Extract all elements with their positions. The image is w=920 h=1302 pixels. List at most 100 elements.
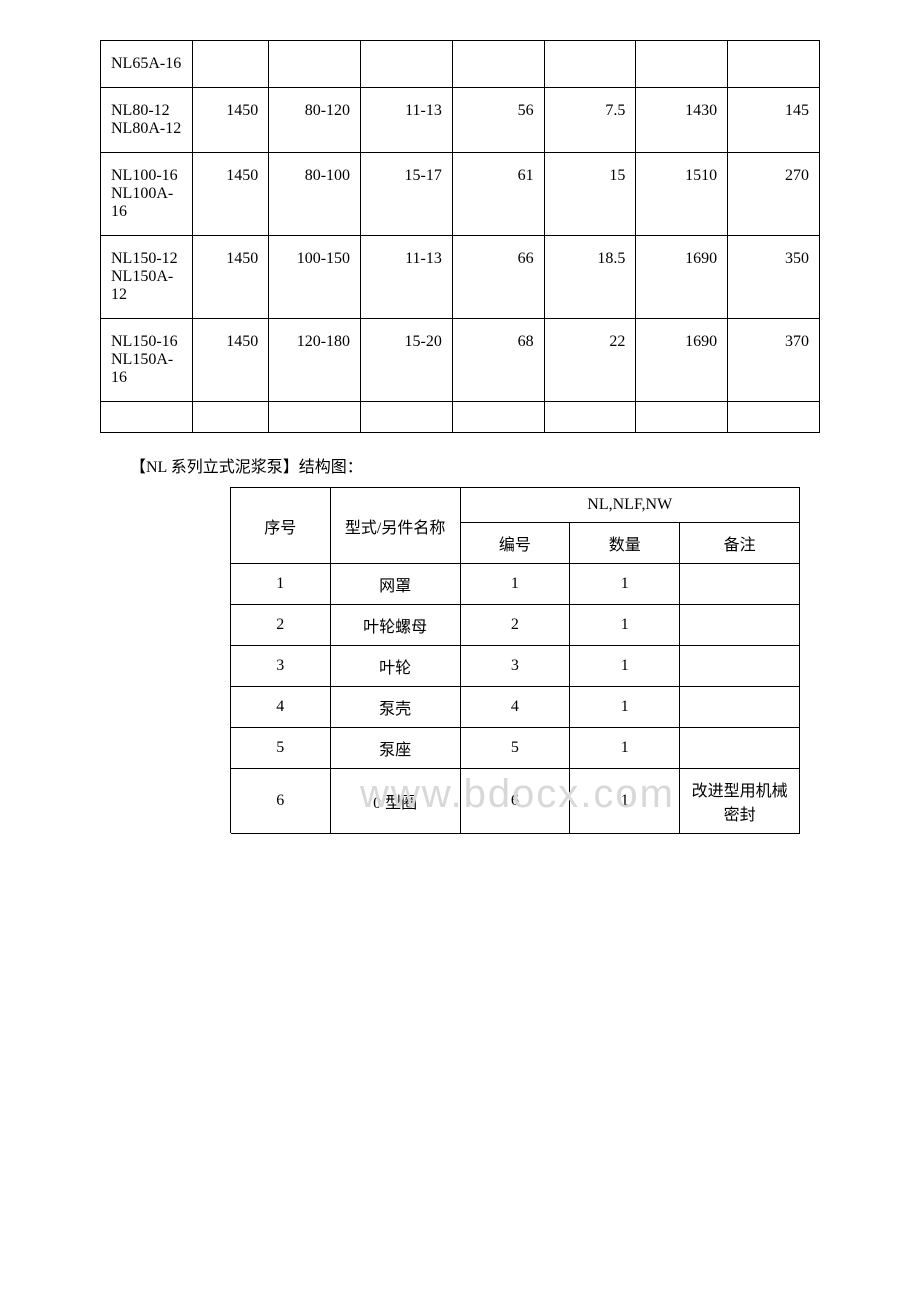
cell: 270 [728, 153, 820, 236]
cell-remark: 改进型用机械密封 [680, 769, 800, 834]
cell [101, 402, 193, 433]
cell-num: 1 [460, 564, 570, 605]
cell: 1450 [192, 236, 268, 319]
cell: 11-13 [361, 236, 453, 319]
cell [452, 41, 544, 88]
cell: 1510 [636, 153, 728, 236]
cell-num: 2 [460, 605, 570, 646]
cell: 1450 [192, 88, 268, 153]
cell-qty: 1 [570, 605, 680, 646]
cell [269, 41, 361, 88]
cell-qty: 1 [570, 687, 680, 728]
cell-seq: 5 [230, 728, 330, 769]
cell-qty: 1 [570, 769, 680, 834]
cell: 15 [544, 153, 636, 236]
cell [361, 402, 453, 433]
model-cell: NL150-16 NL150A-16 [101, 319, 193, 402]
cell: 56 [452, 88, 544, 153]
cell-name: 网罩 [330, 564, 460, 605]
cell-qty: 1 [570, 728, 680, 769]
model-cell: NL150-12 NL150A-12 [101, 236, 193, 319]
spec-table: NL65A-16 NL80-12 NL80A-12 1450 80-120 11… [100, 40, 820, 433]
parts-table: 序号 型式/另件名称 NL,NLF,NW 编号 数量 备注 1 网罩 1 1 2… [160, 487, 800, 834]
cell-remark [680, 564, 800, 605]
cell-num: 6 [460, 769, 570, 834]
cell-name: 叶轮螺母 [330, 605, 460, 646]
cell: 15-17 [361, 153, 453, 236]
cell: 80-100 [269, 153, 361, 236]
cell [636, 402, 728, 433]
cell [361, 41, 453, 88]
cell [544, 41, 636, 88]
cell [636, 41, 728, 88]
cell [192, 41, 268, 88]
cell: 66 [452, 236, 544, 319]
cell-seq: 6 [230, 769, 330, 834]
col-remark: 备注 [680, 523, 800, 564]
cell: 120-180 [269, 319, 361, 402]
table-row: 6 0 型圈 6 1 改进型用机械密封 [161, 769, 800, 834]
cell: 370 [728, 319, 820, 402]
table-header-row: 序号 型式/另件名称 NL,NLF,NW [161, 488, 800, 523]
cell-num: 5 [460, 728, 570, 769]
cell-seq: 4 [230, 687, 330, 728]
cell-num: 3 [460, 646, 570, 687]
cell: 100-150 [269, 236, 361, 319]
cell-remark [680, 605, 800, 646]
cell [728, 402, 820, 433]
table-row: NL100-16 NL100A-16 1450 80-100 15-17 61 … [101, 153, 820, 236]
cell-seq: 1 [230, 564, 330, 605]
cell-seq: 2 [230, 605, 330, 646]
col-seq: 序号 [230, 488, 330, 564]
empty-leading-cell [161, 488, 231, 834]
cell: 1430 [636, 88, 728, 153]
model-cell: NL100-16 NL100A-16 [101, 153, 193, 236]
cell: 61 [452, 153, 544, 236]
table-row: NL150-12 NL150A-12 1450 100-150 11-13 66… [101, 236, 820, 319]
cell [728, 41, 820, 88]
cell: 18.5 [544, 236, 636, 319]
cell: 68 [452, 319, 544, 402]
cell-num: 4 [460, 687, 570, 728]
structure-caption: 【NL 系列立式泥浆泵】结构图： [130, 453, 820, 477]
cell-name: 泵壳 [330, 687, 460, 728]
cell [269, 402, 361, 433]
table-row: NL80-12 NL80A-12 1450 80-120 11-13 56 7.… [101, 88, 820, 153]
cell-name: 泵座 [330, 728, 460, 769]
cell: 11-13 [361, 88, 453, 153]
table-row: 4 泵壳 4 1 [161, 687, 800, 728]
cell-remark [680, 687, 800, 728]
cell: 145 [728, 88, 820, 153]
table-row: 1 网罩 1 1 [161, 564, 800, 605]
cell: 22 [544, 319, 636, 402]
cell-name: 0 型圈 [330, 769, 460, 834]
model-cell: NL80-12 NL80A-12 [101, 88, 193, 153]
col-num: 编号 [460, 523, 570, 564]
cell [544, 402, 636, 433]
cell: 1690 [636, 236, 728, 319]
col-group: NL,NLF,NW [460, 488, 800, 523]
cell: 1450 [192, 153, 268, 236]
cell: 1690 [636, 319, 728, 402]
model-cell: NL65A-16 [101, 41, 193, 88]
cell: 1450 [192, 319, 268, 402]
cell-qty: 1 [570, 646, 680, 687]
col-qty: 数量 [570, 523, 680, 564]
cell-seq: 3 [230, 646, 330, 687]
cell [192, 402, 268, 433]
cell: 15-20 [361, 319, 453, 402]
cell: 350 [728, 236, 820, 319]
table-row: 5 泵座 5 1 [161, 728, 800, 769]
cell-remark [680, 728, 800, 769]
cell: 7.5 [544, 88, 636, 153]
table-row: NL65A-16 [101, 41, 820, 88]
cell-remark [680, 646, 800, 687]
table-row: NL150-16 NL150A-16 1450 120-180 15-20 68… [101, 319, 820, 402]
table-row-empty [101, 402, 820, 433]
cell: 80-120 [269, 88, 361, 153]
table-row: 3 叶轮 3 1 [161, 646, 800, 687]
cell-name: 叶轮 [330, 646, 460, 687]
cell-qty: 1 [570, 564, 680, 605]
col-type: 型式/另件名称 [330, 488, 460, 564]
table-row: 2 叶轮螺母 2 1 [161, 605, 800, 646]
